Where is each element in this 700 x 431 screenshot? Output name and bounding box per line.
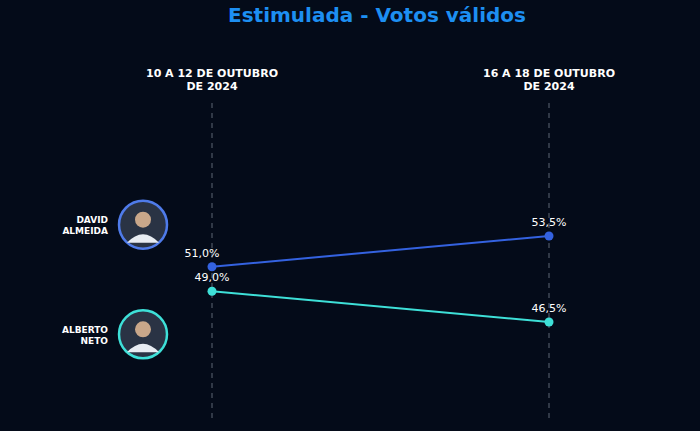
x-tick-label: 16 A 18 DE OUTUBRODE 2024: [483, 67, 615, 93]
avatar-body: [127, 344, 159, 353]
avatar-head: [135, 212, 151, 228]
point: [545, 318, 554, 327]
point: [545, 232, 554, 241]
avatar: [119, 310, 167, 358]
avatar-head: [135, 321, 151, 337]
series-line: [212, 291, 549, 322]
data-label: 49,0%: [195, 271, 230, 284]
point: [208, 287, 217, 296]
grid-line: [549, 103, 550, 420]
data-label: 46,5%: [532, 302, 567, 315]
title: Estimulada - Votos válidos: [228, 3, 526, 27]
data-label: 53,5%: [532, 216, 567, 229]
marks: [208, 232, 554, 327]
x-tick-label: 10 A 12 DE OUTUBRODE 2024: [146, 67, 278, 93]
avatar-ring: [119, 201, 167, 249]
series-line: [212, 236, 549, 267]
avatar-body: [127, 234, 159, 243]
data-label: 51,0%: [185, 247, 220, 260]
legend-entry: DAVIDALMEIDA: [62, 215, 108, 236]
labels: 51,0% 53,5% 49,0% 46,5%: [185, 216, 567, 315]
avatar-ring: [119, 310, 167, 358]
chart: Estimulada - Votos válidos 10 A 12 DE OUT…: [0, 0, 700, 431]
background: [0, 0, 700, 431]
avatar: [119, 201, 167, 249]
legend-entry: ALBERTONETO: [62, 325, 108, 346]
grid-line: [212, 103, 213, 420]
point: [208, 262, 217, 271]
